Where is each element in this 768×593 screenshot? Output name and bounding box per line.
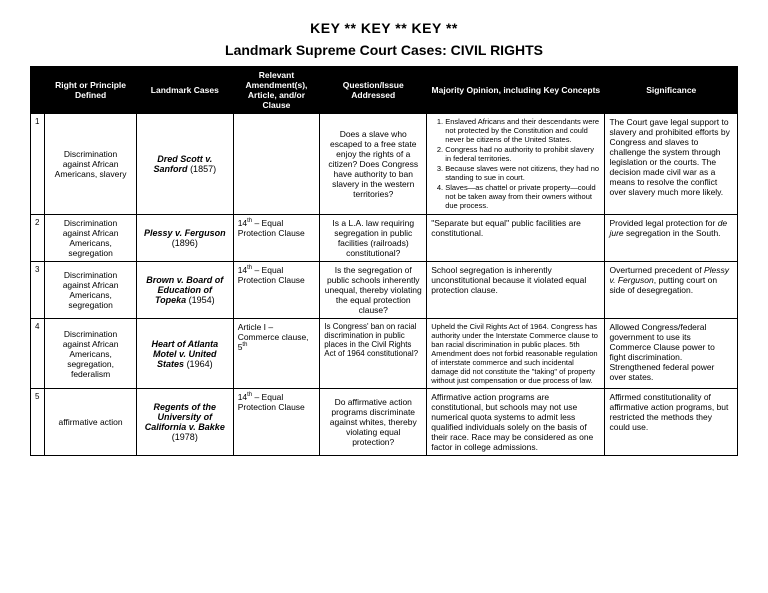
principle-cell: Discrimination against African Americans…: [45, 262, 137, 319]
case-cell: Plessy v. Ferguson (1896): [136, 215, 233, 262]
table-row: 3Discrimination against African American…: [31, 262, 738, 319]
col-question: Question/Issue Addressed: [320, 67, 427, 114]
case-year: (1857): [190, 164, 216, 174]
case-year: (1896): [172, 238, 198, 248]
opinion-list: Enslaved Africans and their descendants …: [431, 117, 600, 210]
case-year: (1964): [187, 359, 213, 369]
question-cell: Does a slave who escaped to a free state…: [320, 114, 427, 215]
amendment-cell: Article I – Commerce clause, 5th: [233, 319, 320, 389]
opinion-list-item: Because slaves were not citizens, they h…: [445, 164, 600, 182]
opinion-cell: Enslaved Africans and their descendants …: [427, 114, 605, 215]
row-number: 1: [31, 114, 45, 215]
key-line: KEY ** KEY ** KEY **: [30, 20, 738, 36]
page-title: Landmark Supreme Court Cases: CIVIL RIGH…: [30, 42, 738, 58]
significance-cell: Allowed Congress/federal government to u…: [605, 319, 738, 389]
case-year: (1954): [189, 295, 215, 305]
row-number: 4: [31, 319, 45, 389]
cases-table: Right or Principle Defined Landmark Case…: [30, 66, 738, 456]
question-cell: Is a L.A. law requiring segregation in p…: [320, 215, 427, 262]
case-year: (1978): [172, 432, 198, 442]
question-cell: Do affirmative action programs discrimin…: [320, 389, 427, 456]
opinion-cell: School segregation is inherently unconst…: [427, 262, 605, 319]
table-row: 2Discrimination against African American…: [31, 215, 738, 262]
principle-cell: Discrimination against African Americans…: [45, 215, 137, 262]
row-number: 3: [31, 262, 45, 319]
case-cell: Dred Scott v. Sanford (1857): [136, 114, 233, 215]
case-cell: Brown v. Board of Education of Topeka (1…: [136, 262, 233, 319]
amendment-cell: 14th – Equal Protection Clause: [233, 215, 320, 262]
question-cell: Is the segregation of public schools inh…: [320, 262, 427, 319]
row-number: 2: [31, 215, 45, 262]
col-principle: Right or Principle Defined: [45, 67, 137, 114]
case-name: Regents of the University of California …: [145, 402, 225, 432]
significance-cell: Overturned precedent of Plessy v. Fergus…: [605, 262, 738, 319]
col-opinion: Majority Opinion, including Key Concepts: [427, 67, 605, 114]
col-num: [31, 67, 45, 114]
table-row: 1Discrimination against African American…: [31, 114, 738, 215]
opinion-list-item: Slaves—as chattel or private property—co…: [445, 183, 600, 210]
significance-cell: Provided legal protection for de jure se…: [605, 215, 738, 262]
amendment-cell: [233, 114, 320, 215]
row-number: 5: [31, 389, 45, 456]
table-row: 5affirmative action Regents of the Univer…: [31, 389, 738, 456]
amendment-cell: 14th – Equal Protection Clause: [233, 389, 320, 456]
col-case: Landmark Cases: [136, 67, 233, 114]
significance-cell: The Court gave legal support to slavery …: [605, 114, 738, 215]
table-row: 4Discrimination against African American…: [31, 319, 738, 389]
opinion-list-item: Congress had no authority to prohibit sl…: [445, 145, 600, 163]
opinion-cell: Affirmative action programs are constitu…: [427, 389, 605, 456]
opinion-cell: "Separate but equal" public facilities a…: [427, 215, 605, 262]
amendment-cell: 14th – Equal Protection Clause: [233, 262, 320, 319]
principle-cell: affirmative action: [45, 389, 137, 456]
case-name: Plessy v. Ferguson: [144, 228, 226, 238]
col-amendment: Relevant Amendment(s), Article, and/or C…: [233, 67, 320, 114]
significance-cell: Affirmed constitutionality of affirmativ…: [605, 389, 738, 456]
col-significance: Significance: [605, 67, 738, 114]
principle-cell: Discrimination against African Americans…: [45, 114, 137, 215]
case-cell: Heart of Atlanta Motel v. United States …: [136, 319, 233, 389]
table-header-row: Right or Principle Defined Landmark Case…: [31, 67, 738, 114]
case-cell: Regents of the University of California …: [136, 389, 233, 456]
opinion-cell: Upheld the Civil Rights Act of 1964. Con…: [427, 319, 605, 389]
principle-cell: Discrimination against African Americans…: [45, 319, 137, 389]
question-cell: Is Congress' ban on racial discriminatio…: [320, 319, 427, 389]
opinion-list-item: Enslaved Africans and their descendants …: [445, 117, 600, 144]
